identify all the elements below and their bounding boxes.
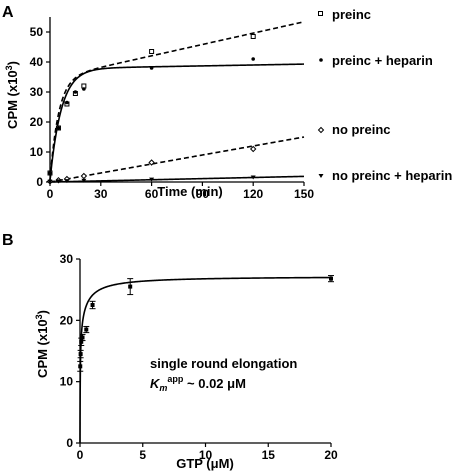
panel-b-y-tick-label: 0 — [66, 436, 73, 450]
legend-item-no-preinc-heparin: no preinc + heparin — [318, 168, 452, 183]
panel-a-fit-line-preinc-heparin — [49, 63, 305, 181]
panel-b-x-axis-title: GTP (μM) — [176, 456, 234, 471]
legend-item-preinc-heparin: preinc + heparin — [319, 53, 433, 68]
panel-a-y-tick-label: 40 — [30, 55, 44, 69]
panel-b-x-tick-label: 10 — [199, 448, 213, 462]
panel-a-point-preinc — [149, 49, 155, 54]
legend-item-preinc: preinc — [318, 7, 371, 22]
panel-b-axes: 0 10 20 30 0 5 10 15 20 — [60, 252, 338, 462]
panel-b-y-axis-title: CPM (x103) — [34, 310, 50, 378]
panel-b-point-gtp — [83, 325, 90, 334]
panel-a-x-tick-label: 60 — [145, 187, 159, 201]
panel-a-data-points — [46, 34, 257, 185]
panel-a-point-preinc-heparin — [65, 100, 69, 105]
panel-a-point-preinc-heparin — [56, 126, 61, 130]
panel-b-y-tick-label: 10 — [60, 375, 74, 389]
panel-b-point-gtp — [127, 278, 134, 296]
panel-b-y-tick-label: 30 — [60, 252, 74, 266]
panel-b-point-gtp — [89, 300, 96, 310]
panel-b-point-gtp — [77, 349, 84, 359]
panel-b-x-tick-label: 0 — [77, 448, 84, 462]
panel-a-point-no-preinc-heparin — [47, 179, 53, 184]
panel-a-axes: 0 10 20 30 40 50 0 30 60 90 120 150 — [30, 17, 314, 201]
panel-a-y-tick-label: 0 — [36, 175, 43, 189]
panel-a: A CPM (x103) Time (min) 0 10 20 30 40 50 0 30 60… — [2, 4, 452, 201]
panel-a-point-preinc-heparin — [149, 66, 154, 70]
panel-a-label: A — [2, 4, 14, 21]
legend-marker-no-preinc-heparin — [318, 174, 324, 178]
panel-b: B CPM (x103) GTP (μM) 0 10 20 30 0 5 10 15 20 si… — [2, 232, 338, 471]
panel-a-legend: preinc preinc + heparin no preinc no pre… — [317, 7, 452, 183]
legend-label-no-preinc: no preinc — [332, 122, 391, 137]
panel-a-y-tick-label: 50 — [30, 25, 44, 39]
legend-label-no-preinc-heparin: no preinc + heparin — [332, 168, 452, 183]
panel-a-y-tick-label: 20 — [30, 115, 44, 129]
panel-b-x-tick-label: 5 — [139, 448, 146, 462]
panel-a-x-tick-label: 150 — [294, 187, 314, 201]
panel-a-point-no-preinc-heparin — [55, 179, 61, 184]
panel-a-fit-line-preinc — [49, 21, 305, 181]
panel-a-point-preinc-heparin — [251, 57, 255, 61]
panel-a-point-no-preinc-heparin — [81, 178, 87, 183]
panel-b-annotation: single round elongation Kmapp ~ 0.02 μM — [150, 356, 297, 393]
legend-marker-preinc-heparin — [319, 58, 323, 62]
panel-a-point-preinc-heparin — [82, 87, 86, 91]
annotation-km: Kmapp ~ 0.02 μM — [150, 374, 246, 393]
panel-a-x-tick-label: 120 — [243, 187, 263, 201]
panel-a-y-tick-label: 10 — [30, 145, 44, 159]
panel-a-x-axis-title: Time (min) — [157, 184, 223, 199]
legend-marker-no-preinc — [317, 126, 325, 134]
panel-a-point-no-preinc-heparin — [250, 175, 256, 180]
panel-b-label: B — [2, 232, 14, 249]
panel-a-fit-line-no-preinc-heparin — [49, 175, 305, 183]
panel-b-y-tick-label: 20 — [60, 313, 74, 327]
legend-label-preinc: preinc — [332, 7, 371, 22]
panel-b-data-points — [77, 275, 334, 372]
panel-a-y-axis-title: CPM (x103) — [4, 61, 20, 129]
panel-a-x-tick-label: 0 — [47, 187, 54, 201]
panel-a-y-tick-label: 30 — [30, 85, 44, 99]
panel-b-point-gtp — [77, 360, 84, 372]
panel-a-point-preinc-heparin — [73, 90, 78, 94]
panel-a-point-no-preinc — [249, 145, 257, 153]
panel-a-point-no-preinc-heparin — [64, 179, 70, 184]
panel-a-fit-line-no-preinc — [49, 136, 305, 183]
panel-a-point-preinc-heparin — [48, 171, 52, 175]
legend-label-preinc-heparin: preinc + heparin — [332, 53, 433, 68]
panel-a-point-preinc — [250, 34, 256, 39]
legend-item-no-preinc: no preinc — [317, 122, 391, 137]
panel-a-fit-lines — [49, 21, 305, 183]
panel-b-point-gtp — [328, 275, 334, 283]
panel-a-point-no-preinc — [148, 159, 155, 166]
panel-a-x-tick-label: 30 — [94, 187, 108, 201]
legend-marker-preinc — [318, 11, 323, 16]
panel-b-x-tick-label: 20 — [324, 448, 338, 462]
panel-a-point-no-preinc-heparin — [149, 177, 155, 182]
panel-b-point-gtp — [79, 333, 86, 342]
panel-a-x-tick-label: 90 — [196, 187, 210, 201]
annotation-title: single round elongation — [150, 356, 297, 371]
panel-a-point-no-preinc — [80, 172, 88, 180]
panel-b-x-tick-label: 15 — [262, 448, 276, 462]
